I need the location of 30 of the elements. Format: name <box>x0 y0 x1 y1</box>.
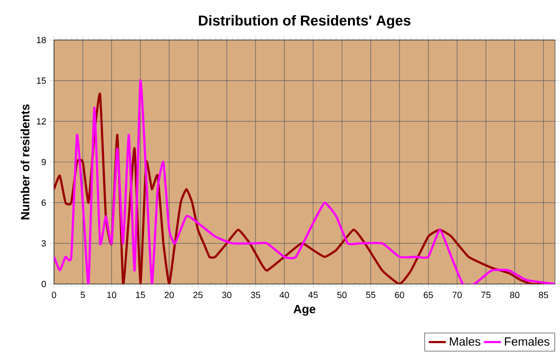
x-tick-label: 35 <box>250 292 260 298</box>
x-tick-label: 60 <box>394 292 404 298</box>
y-tick-label: 3 <box>42 240 46 247</box>
chart-title: Distribution of Residents' Ages <box>198 15 410 29</box>
x-tick-label: 0 <box>52 292 56 298</box>
x-tick-label: 30 <box>222 292 232 298</box>
x-tick-label: 20 <box>164 292 174 298</box>
x-tick-label: 55 <box>366 292 376 298</box>
y-axis-title: Number of residents <box>20 104 30 220</box>
x-tick-label: 85 <box>538 292 548 298</box>
x-tick-label: 65 <box>424 292 433 298</box>
legend-label: Males <box>450 336 480 346</box>
legend-label: Females <box>504 336 550 346</box>
x-tick-label: 5 <box>80 292 85 298</box>
x-tick-label: 15 <box>136 292 145 298</box>
x-tick-label: 45 <box>308 292 318 298</box>
x-tick-label: 10 <box>107 292 116 298</box>
y-tick-label: 6 <box>42 199 46 206</box>
y-tick-label: 0 <box>42 280 46 288</box>
y-tick-label: 12 <box>36 118 46 124</box>
x-axis-title: Age <box>294 304 316 316</box>
y-tick-label: 15 <box>36 78 46 84</box>
x-tick-label: 80 <box>510 292 520 298</box>
x-tick-label: 25 <box>193 292 203 298</box>
x-tick-label: 70 <box>452 292 462 298</box>
x-tick-label: 75 <box>481 292 491 298</box>
x-tick-label: 50 <box>337 292 347 298</box>
y-tick-label: 18 <box>36 36 46 44</box>
y-tick-label: 9 <box>42 158 46 166</box>
x-tick-label: 40 <box>280 292 289 298</box>
